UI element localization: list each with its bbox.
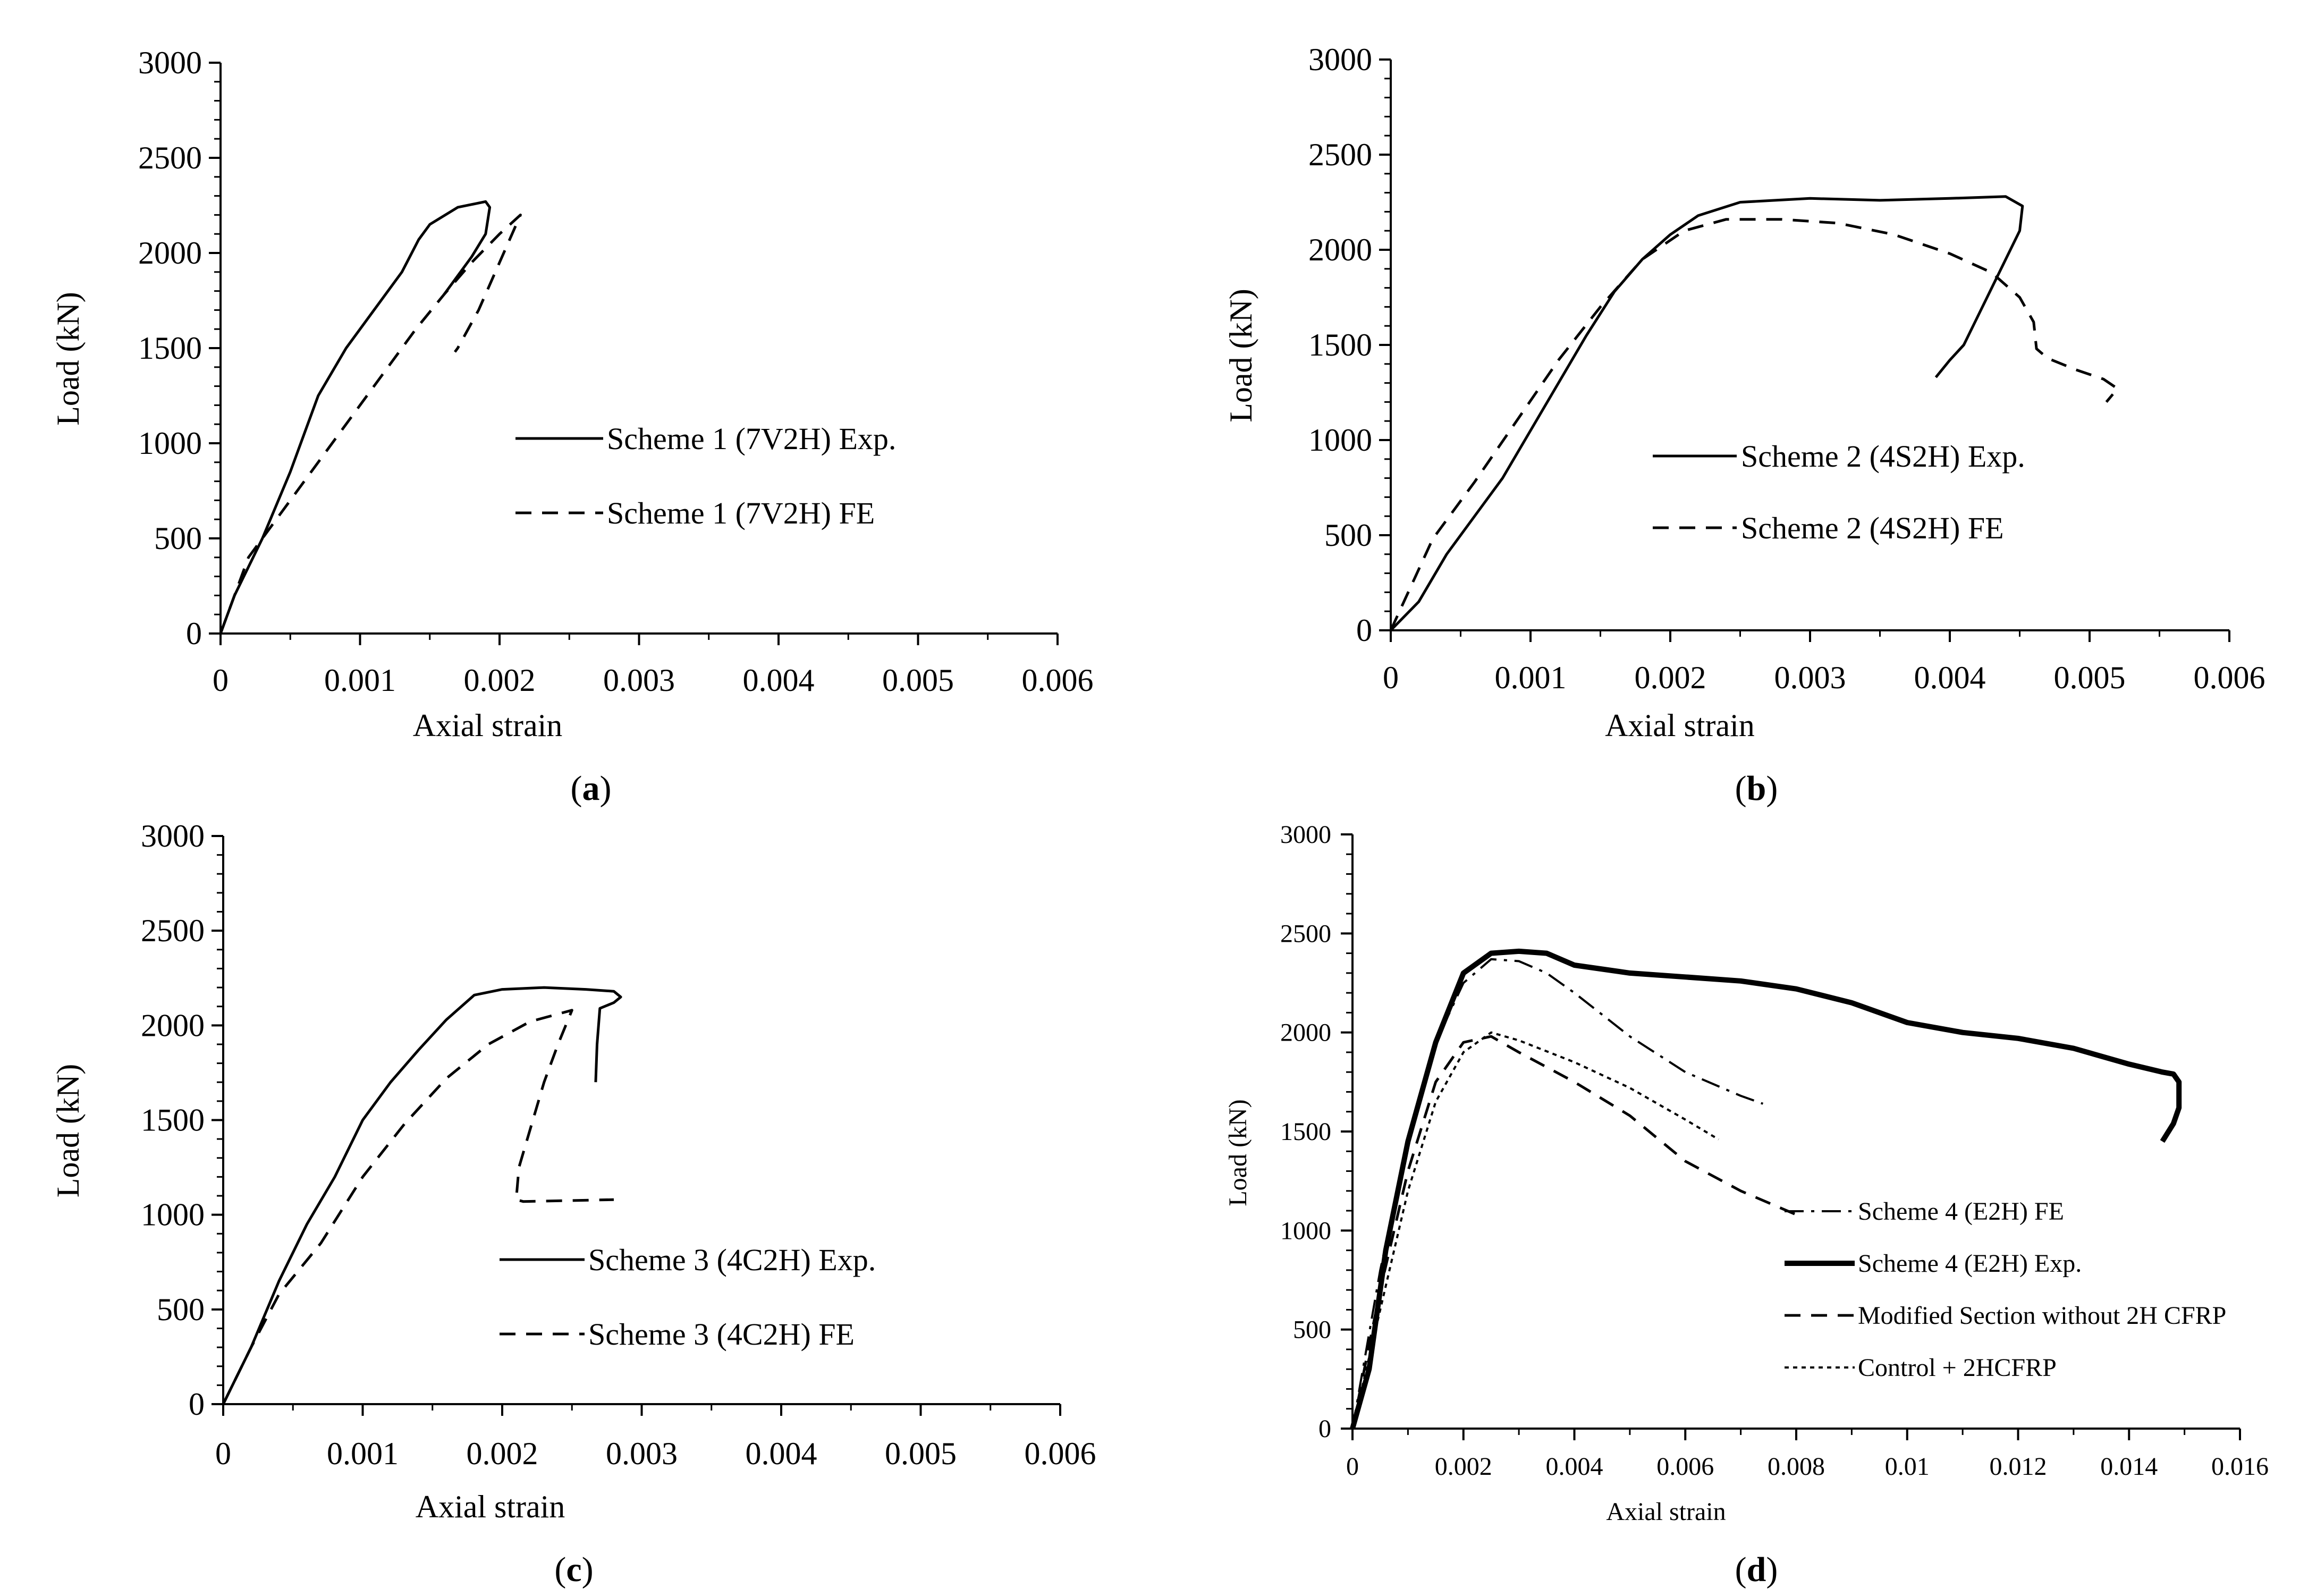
y-tick-label: 2000 [141,1008,205,1043]
x-tick-label: 0.006 [1656,1453,1714,1481]
panel-label: (a) [571,769,612,808]
panel-label: (c) [554,1550,593,1589]
y-tick-label: 0 [186,616,202,651]
y-tick-label: 2500 [141,913,205,948]
x-axis-title: Axial strain [1605,708,1755,743]
x-tick-label: 0.001 [327,1436,399,1471]
x-tick-label: 0.001 [1495,660,1567,695]
x-tick-label: 0.006 [2194,660,2265,695]
x-tick-label: 0.004 [746,1436,817,1471]
y-tick-label: 2000 [1280,1019,1331,1047]
series-line-4 [1351,1031,1719,1429]
y-tick-label: 2000 [138,235,202,271]
legend-label: Modified Section without 2H CFRP [1858,1302,2226,1330]
x-tick-label: 0.008 [1768,1453,1825,1481]
y-tick-label: 1500 [141,1103,205,1138]
x-axis-title: Axial strain [416,1489,565,1524]
y-tick-label: 3000 [141,818,205,854]
y-tick-label: 0 [1356,613,1372,648]
x-axis-title: Axial strain [413,708,563,743]
series-line-2 [219,213,522,634]
y-tick-label: 3000 [1308,42,1372,77]
y-tick-label: 1000 [141,1197,205,1232]
x-tick-label: 0.003 [606,1436,678,1471]
y-axis-title: Load (kN) [1224,1099,1252,1206]
panel-d: 0 0.002 0.004 0.006 0.008 0.01 0.012 0.014 0.016… [1224,821,2269,1589]
series-line-2 [1350,948,2182,1430]
legend-label: Scheme 3 (4C2H) FE [588,1317,855,1352]
x-tick-label: 0.012 [1990,1453,2047,1481]
legend-label: Scheme 3 (4C2H) Exp. [588,1243,876,1277]
x-tick-label: 0.003 [1774,660,1846,695]
y-tick-label: 1500 [1308,327,1372,362]
y-tick-label: 2500 [138,140,202,175]
y-tick-label: 500 [1293,1316,1331,1344]
y-axis-title: Load (kN) [50,292,86,426]
y-tick-label: 0 [1318,1415,1331,1443]
y-tick-label: 1500 [138,331,202,366]
y-tick-label: 3000 [1280,821,1331,849]
y-tick-label: 3000 [138,45,202,80]
y-axis-title: Load (kN) [50,1064,86,1198]
series-line-1 [1390,195,2024,631]
x-tick-label: 0.014 [2100,1453,2158,1481]
x-tick-label: 0.006 [1025,1436,1096,1471]
legend-label: Control + 2HCFRP [1858,1354,2057,1382]
legend-label: Scheme 4 (E2H) Exp. [1858,1249,2082,1278]
series-line-1 [219,200,492,634]
y-tick-label: 2500 [1308,137,1372,172]
panel-a: 0 0.001 0.002 0.003 0.004 0.005 0.006 0 500 1000 1… [50,45,1094,808]
legend-label: Scheme 2 (4S2H) FE [1741,511,2004,545]
panel-c: 0 0.001 0.002 0.003 0.004 0.005 0.006 0 500 1000 1… [50,818,1096,1589]
series-line-2 [222,1009,614,1405]
x-axis-title: Axial strain [1606,1498,1726,1526]
y-tick-label: 1000 [1308,423,1372,458]
x-tick-label: 0.002 [467,1436,538,1471]
y-tick-label: 500 [157,1292,205,1327]
x-tick-label: 0.016 [2211,1453,2269,1481]
y-tick-label: 2500 [1280,919,1331,948]
x-tick-label: 0.001 [324,663,396,698]
y-tick-label: 1000 [138,426,202,461]
legend-label: Scheme 1 (7V2H) Exp. [607,421,896,456]
y-tick-label: 500 [1324,518,1372,553]
y-tick-label: 2000 [1308,232,1372,267]
panel-label: (d) [1735,1550,1778,1589]
series-line-3 [1351,1035,1797,1429]
x-tick-label: 0 [1383,660,1399,695]
x-tick-label: 0.004 [1546,1453,1603,1481]
y-tick-label: 0 [189,1387,205,1422]
y-tick-label: 500 [154,521,202,556]
x-tick-label: 0.002 [1635,660,1706,695]
x-tick-label: 0.01 [1885,1453,1930,1481]
x-tick-label: 0.005 [885,1436,957,1471]
y-axis-title: Load (kN) [1223,289,1258,423]
x-tick-label: 0.005 [882,663,954,698]
x-tick-label: 0.003 [603,663,675,698]
legend-label: Scheme 2 (4S2H) Exp. [1741,439,2025,474]
x-tick-label: 0.004 [743,663,815,698]
x-tick-label: 0 [215,1436,231,1471]
series-line-1 [1351,958,1764,1429]
x-tick-label: 0.004 [1914,660,1986,695]
legend-label: Scheme 4 (E2H) FE [1858,1197,2064,1226]
series-line-2 [1389,218,2119,631]
x-tick-label: 0.002 [1435,1453,1492,1481]
series-line-1 [222,986,622,1405]
y-tick-label: 1000 [1280,1217,1331,1245]
panel-b: 0 0.001 0.002 0.003 0.004 0.005 0.006 0 500 1000 1… [1223,42,2265,808]
legend-label: Scheme 1 (7V2H) FE [607,496,875,530]
y-tick-label: 1500 [1280,1118,1331,1146]
x-tick-label: 0.005 [2054,660,2126,695]
panel-label: (b) [1735,769,1778,808]
x-tick-label: 0 [213,663,229,698]
x-tick-label: 0.006 [1022,663,1094,698]
x-tick-label: 0 [1346,1453,1359,1481]
x-tick-label: 0.002 [464,663,536,698]
